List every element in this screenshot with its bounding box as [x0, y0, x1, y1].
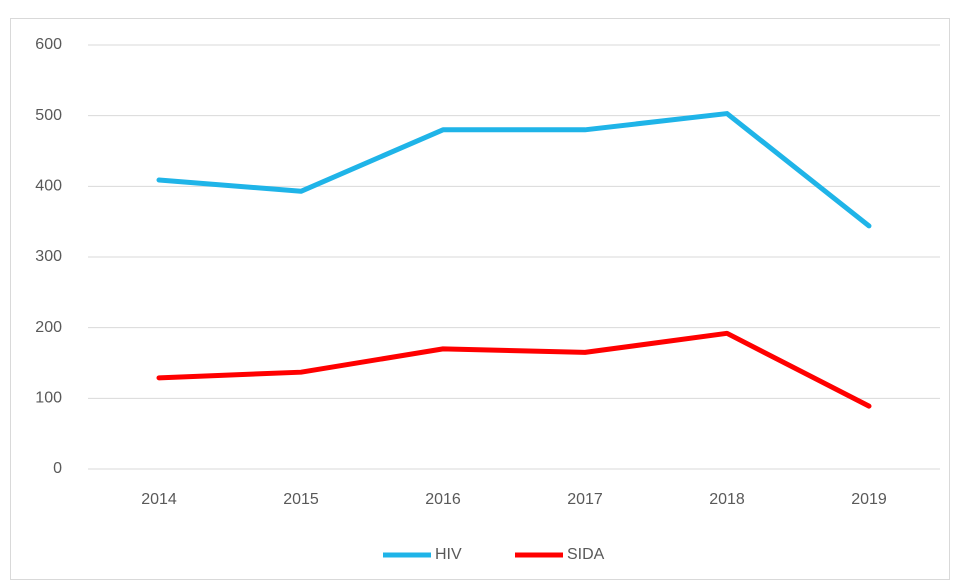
- series-line: [156, 330, 872, 409]
- x-tick-label: 2016: [425, 491, 461, 508]
- y-tick-label: 100: [35, 390, 62, 407]
- x-tick-label: 2019: [851, 491, 887, 508]
- x-tick-label: 2018: [709, 491, 745, 508]
- y-tick-label: 400: [35, 178, 62, 195]
- chart-border: [10, 18, 950, 580]
- legend-label: HIV: [435, 546, 462, 563]
- x-tick-label: 2015: [283, 491, 319, 508]
- legend-label: SIDA: [567, 546, 605, 563]
- y-tick-label: 300: [35, 248, 62, 265]
- y-tick-label: 500: [35, 107, 62, 124]
- y-tick-label: 200: [35, 319, 62, 336]
- y-tick-label: 0: [53, 460, 62, 477]
- series-line: [156, 111, 872, 229]
- x-tick-label: 2014: [141, 491, 177, 508]
- x-tick-label: 2017: [567, 491, 603, 508]
- y-tick-label: 600: [35, 36, 62, 53]
